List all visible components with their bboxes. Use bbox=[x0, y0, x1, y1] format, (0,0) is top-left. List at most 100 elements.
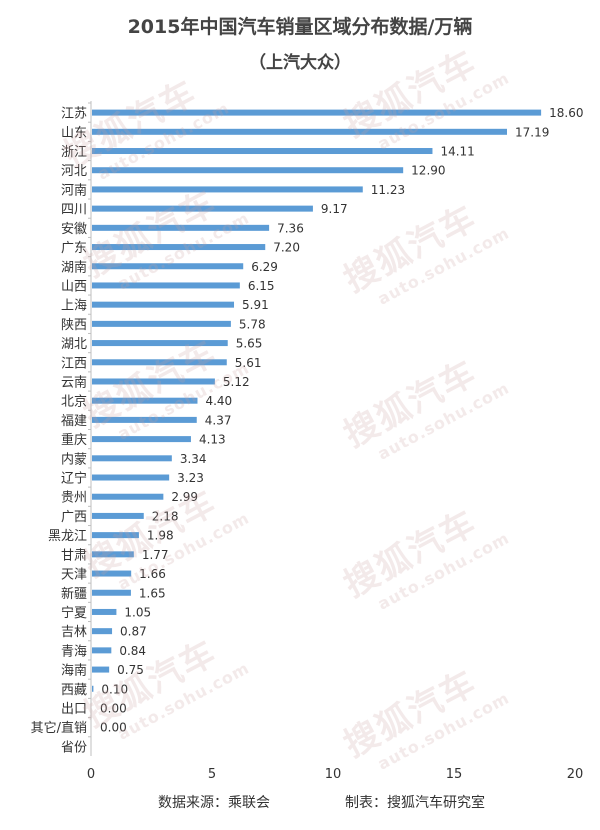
category-label: 天津 bbox=[61, 568, 87, 583]
chart-subtitle: （上汽大众） bbox=[249, 53, 351, 73]
bar bbox=[92, 109, 542, 116]
value-label: 4.13 bbox=[199, 433, 226, 447]
category-label: 贵州 bbox=[61, 491, 87, 506]
category-label: 四川 bbox=[61, 203, 87, 218]
value-label: 0.75 bbox=[117, 663, 144, 677]
chart-title: 2015年中国汽车销量区域分布数据/万辆 bbox=[127, 16, 473, 38]
bar bbox=[92, 436, 191, 443]
value-label: 5.12 bbox=[223, 375, 250, 389]
category-label: 出口 bbox=[61, 702, 87, 717]
bar bbox=[92, 455, 172, 462]
bar bbox=[92, 397, 198, 404]
x-tick-label: 15 bbox=[446, 767, 463, 782]
category-label: 甘肃 bbox=[61, 548, 87, 563]
category-label: 江西 bbox=[61, 356, 87, 371]
category-label: 重庆 bbox=[61, 432, 87, 448]
bar bbox=[92, 224, 270, 231]
category-label: 福建 bbox=[61, 414, 87, 429]
value-label: 2.99 bbox=[171, 490, 198, 504]
category-label: 湖北 bbox=[61, 337, 87, 352]
category-label: 上海 bbox=[61, 299, 87, 314]
bar bbox=[92, 685, 94, 692]
category-label: 北京 bbox=[61, 395, 87, 410]
value-label: 14.11 bbox=[440, 145, 474, 159]
value-label: 12.90 bbox=[411, 164, 445, 178]
bar bbox=[92, 205, 313, 212]
bar bbox=[92, 570, 132, 577]
category-label: 江苏 bbox=[61, 106, 87, 122]
category-label: 河北 bbox=[61, 164, 87, 179]
value-label: 1.05 bbox=[124, 605, 151, 619]
value-label: 2.18 bbox=[152, 509, 179, 523]
value-label: 3.34 bbox=[180, 452, 207, 466]
bar bbox=[92, 551, 134, 558]
category-label: 黑龙江 bbox=[48, 529, 87, 544]
category-label: 广东 bbox=[61, 241, 87, 256]
value-label: 1.65 bbox=[139, 586, 166, 600]
value-label: 1.98 bbox=[147, 529, 174, 543]
value-label: 3.23 bbox=[177, 471, 204, 485]
data-source-note: 数据来源：乘联会 bbox=[158, 795, 270, 811]
bar bbox=[92, 512, 144, 519]
bar bbox=[92, 244, 266, 251]
bar bbox=[92, 589, 131, 596]
category-label: 西藏 bbox=[61, 683, 87, 698]
value-label: 9.17 bbox=[321, 202, 348, 216]
value-label: 5.65 bbox=[236, 337, 263, 351]
bar bbox=[92, 628, 113, 635]
bar bbox=[92, 301, 235, 308]
category-label: 云南 bbox=[61, 374, 87, 390]
value-label: 11.23 bbox=[371, 183, 405, 197]
value-label: 7.20 bbox=[273, 241, 300, 255]
category-label: 河南 bbox=[61, 182, 87, 198]
bar bbox=[92, 647, 112, 654]
category-label: 陕西 bbox=[61, 318, 87, 333]
category-label: 广西 bbox=[61, 510, 87, 525]
bar bbox=[92, 320, 231, 327]
x-tick-label: 0 bbox=[87, 767, 95, 782]
bar bbox=[92, 128, 507, 135]
value-label: 0.00 bbox=[100, 701, 127, 715]
value-label: 0.00 bbox=[100, 721, 127, 735]
value-label: 4.40 bbox=[205, 394, 232, 408]
value-label: 1.66 bbox=[139, 567, 166, 581]
x-tick-label: 5 bbox=[208, 767, 216, 782]
bar bbox=[92, 608, 117, 615]
value-label: 17.19 bbox=[515, 125, 549, 139]
category-label: 浙江 bbox=[61, 145, 87, 160]
bar bbox=[92, 167, 404, 174]
value-label: 5.91 bbox=[242, 298, 269, 312]
category-label: 内蒙 bbox=[61, 451, 87, 467]
bar bbox=[92, 148, 433, 155]
value-label: 1.77 bbox=[142, 548, 169, 562]
category-label: 辽宁 bbox=[61, 471, 87, 487]
value-label: 6.29 bbox=[251, 260, 278, 274]
value-label: 6.15 bbox=[248, 279, 275, 293]
value-label: 0.87 bbox=[120, 625, 147, 639]
value-label: 18.60 bbox=[549, 106, 583, 120]
bar bbox=[92, 359, 227, 366]
category-label: 安徽 bbox=[61, 222, 87, 237]
category-label: 山东 bbox=[61, 126, 87, 141]
bar bbox=[92, 532, 139, 539]
bar bbox=[92, 474, 170, 481]
category-label: 其它/直销 bbox=[31, 720, 87, 736]
bar bbox=[92, 340, 228, 347]
category-label: 山西 bbox=[61, 279, 87, 294]
bar bbox=[92, 186, 363, 193]
category-label: 新疆 bbox=[61, 586, 87, 602]
bar bbox=[92, 378, 215, 385]
category-label: 吉林 bbox=[61, 625, 87, 640]
category-label: 省份 bbox=[61, 740, 87, 755]
value-label: 7.36 bbox=[277, 221, 304, 235]
x-tick-label: 10 bbox=[325, 767, 342, 782]
bar bbox=[92, 493, 164, 500]
bar bbox=[92, 282, 240, 289]
category-label: 湖南 bbox=[61, 259, 87, 275]
value-label: 5.61 bbox=[235, 356, 262, 370]
value-label: 4.37 bbox=[205, 413, 232, 427]
table-maker-note: 制表：搜狐汽车研究室 bbox=[345, 795, 485, 811]
category-label: 宁夏 bbox=[61, 605, 87, 621]
value-label: 5.78 bbox=[239, 317, 266, 331]
x-tick-label: 20 bbox=[567, 767, 584, 782]
